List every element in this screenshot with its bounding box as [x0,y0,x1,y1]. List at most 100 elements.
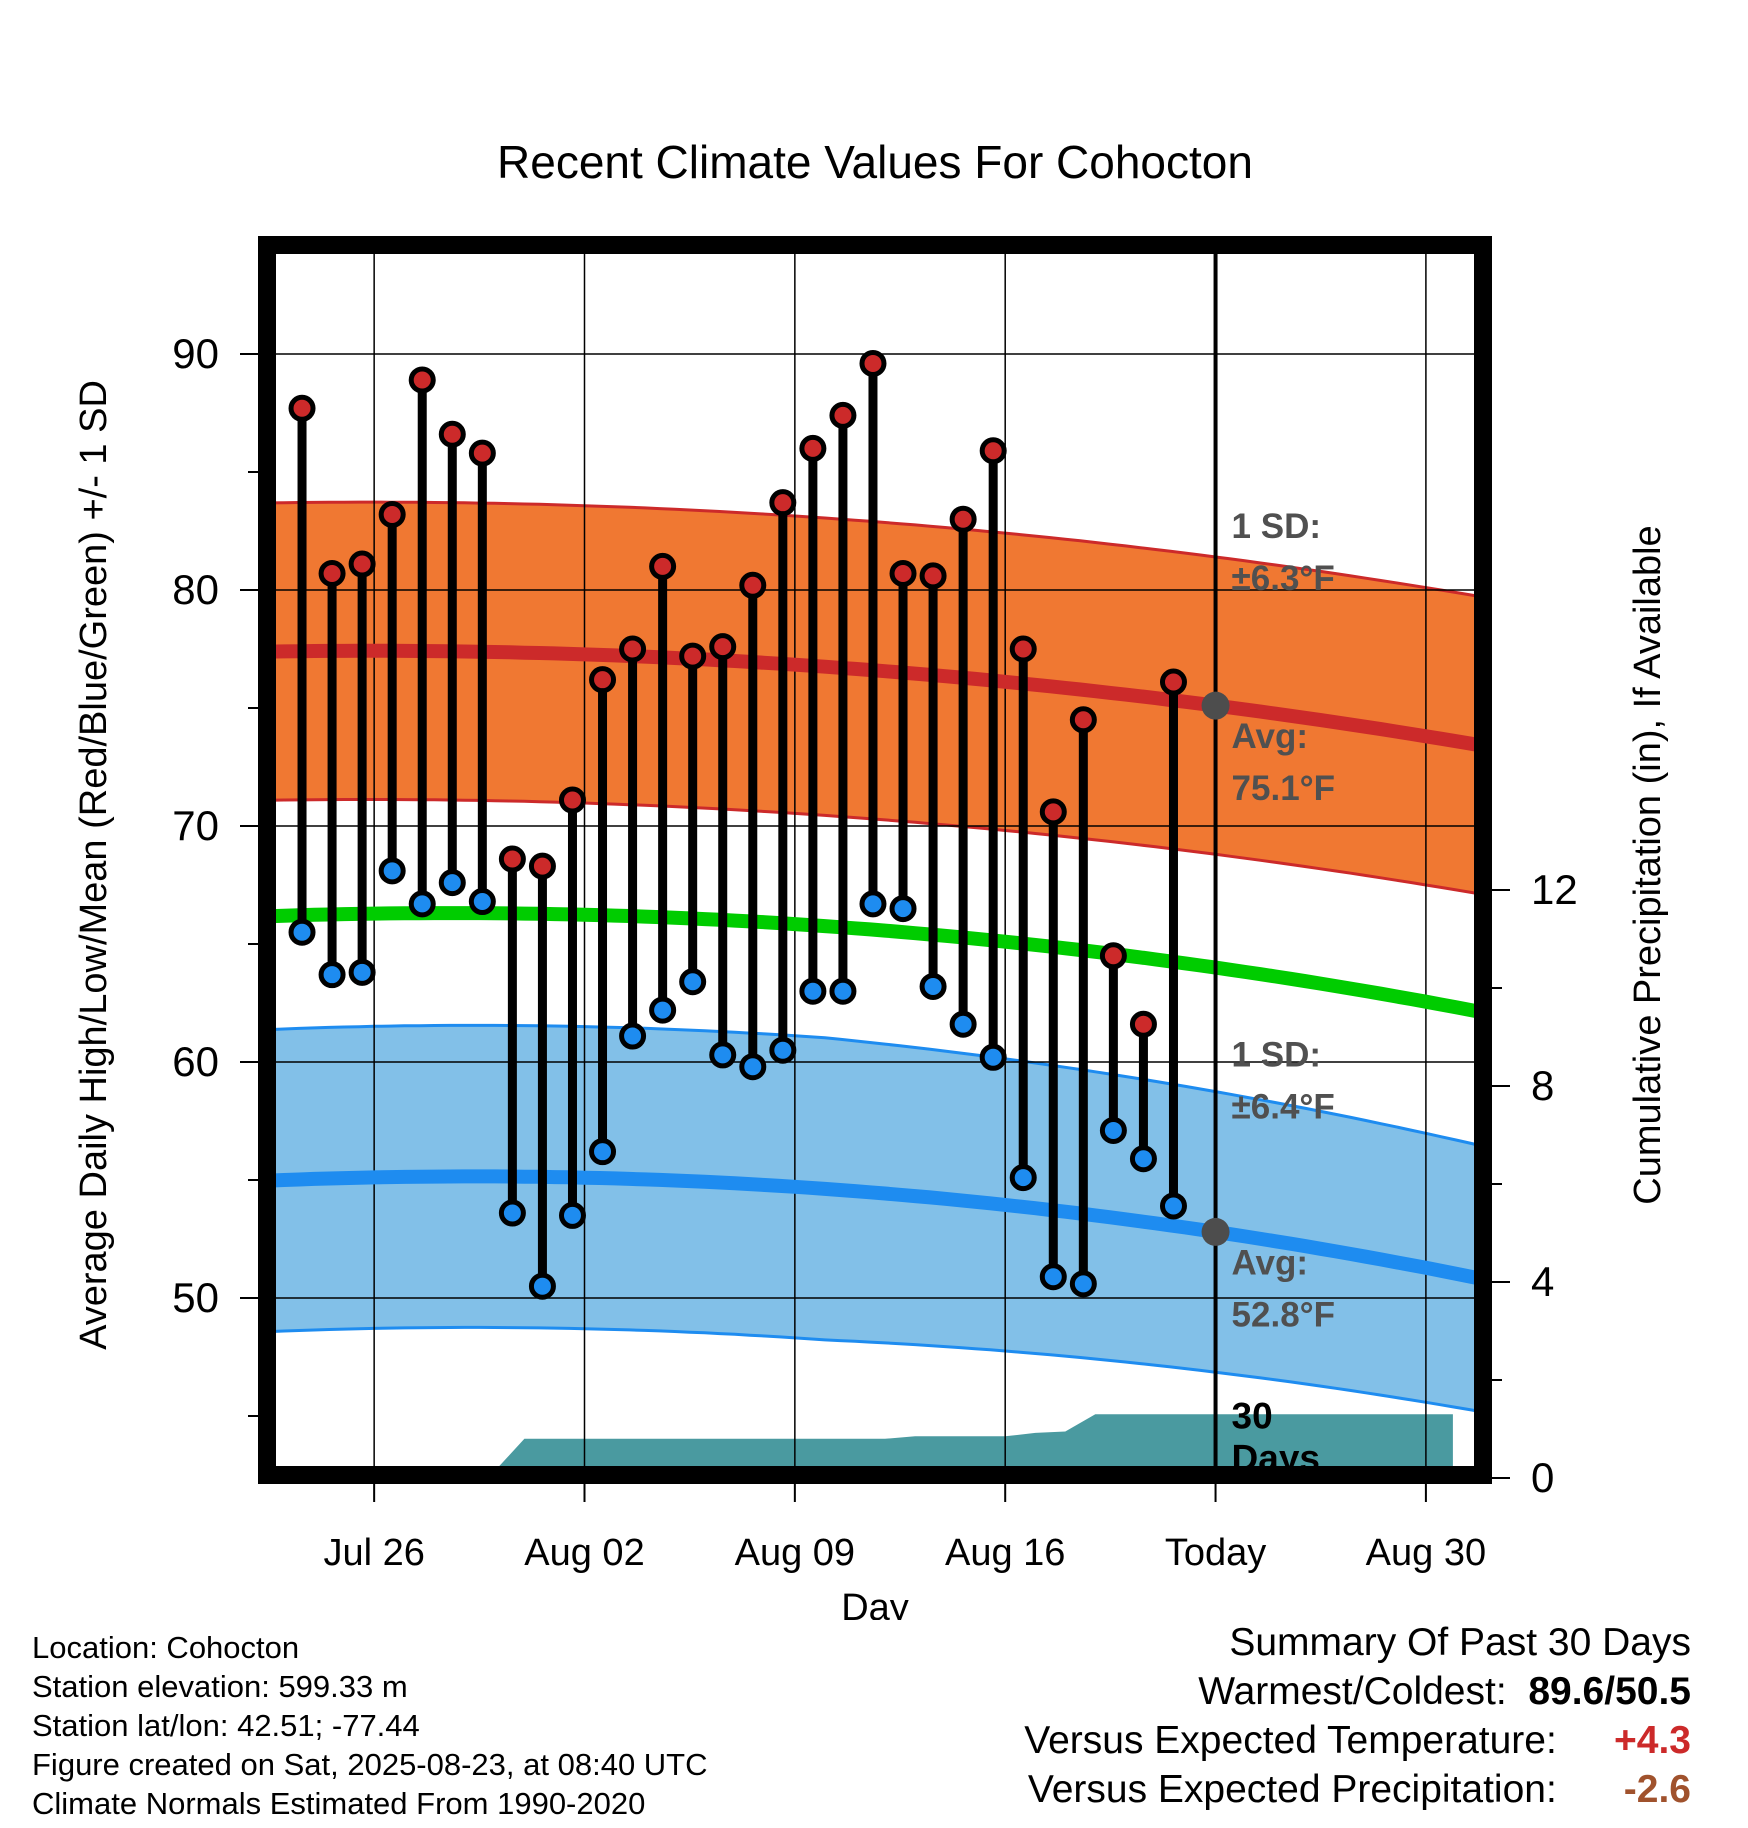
temp-label: Versus Expected Temperature: [1024,1719,1557,1762]
location-text: Location: Cohocton [32,1630,300,1665]
precip-label: Versus Expected Precipitation: [1027,1768,1557,1811]
precip-area [491,1414,1453,1475]
daily-high-point [1129,1010,1157,1038]
normals-text: Climate Normals Estimated From 1990-2020 [32,1786,646,1821]
y-tick-label: 50 [172,1274,219,1321]
daily-low-point [589,1138,617,1166]
x-tick-label: Today [1165,1532,1266,1574]
daily-high-point [318,559,346,587]
low-avg-value: 52.8°F [1232,1295,1336,1334]
daily-low-point [649,996,677,1024]
plot-area: 1 SD: ±6.3°F Avg: 75.1°F 1 SD: ±6.4°F Avg: 52.8… [172,236,1578,1574]
low-sd-value: ±6.4°F [1232,1088,1335,1127]
daily-low-point [318,961,346,989]
daily-low-point [1039,1263,1067,1291]
daily-low-point [378,857,406,885]
daily-low-point [829,977,857,1005]
low-mean-line [267,1169,1483,1287]
station-info: Location: Cohocton Station elevation: 59… [32,1628,708,1823]
daily-high-point [949,505,977,533]
daily-low-point [1099,1116,1127,1144]
x-tick-label: Jul 26 [323,1532,424,1574]
elevation-text: Station elevation: 599.33 m [32,1669,408,1704]
high-avg-value: 75.1°F [1232,769,1336,808]
daily-high-point [408,366,436,394]
daily-high-point [979,437,1007,465]
mean-line [267,906,1483,1020]
y-tick-label: 80 [172,566,219,613]
high-avg-label: Avg: [1232,717,1308,756]
daily-low-point [949,1010,977,1038]
daily-high-point [649,552,677,580]
y2-axis-title: Cumulative Precipitation (in), If Availa… [1627,525,1669,1204]
warmest-coldest-label: Warmest/Coldest: [1198,1670,1507,1713]
daily-high-point [679,642,707,670]
low-avg-label: Avg: [1232,1243,1308,1282]
y2-tick-label: 8 [1531,1062,1554,1109]
daily-low-point [889,895,917,923]
daily-high-point [829,401,857,429]
daily-high-point [889,559,917,587]
precip-value: -2.6 [1623,1768,1691,1811]
summary-temp: Versus Expected Temperature: +4.3 [1024,1716,1691,1765]
daily-high-point [859,349,887,377]
daily-low-point [468,888,496,916]
daily-low-point [1009,1164,1037,1192]
daily-high-point [739,571,767,599]
daily-high-point [1159,668,1187,696]
y-tick-label: 90 [172,330,219,377]
daily-high-point [288,394,316,422]
chart-title: Recent Climate Values For Cohocton [497,136,1253,188]
daily-low-point [799,977,827,1005]
daily-high-point [769,489,797,517]
daily-low-point [1159,1192,1187,1220]
low-sd-band [267,1025,1483,1413]
y-tick-label: 60 [172,1038,219,1085]
today-high-avg-marker [1201,691,1230,720]
daily-low-point [619,1022,647,1050]
low-sd-label: 1 SD: [1232,1036,1321,1075]
high-sd-label: 1 SD: [1232,507,1321,546]
daily-high-point [589,666,617,694]
daily-low-point [498,1199,526,1227]
y2-tick-label: 12 [1531,866,1578,913]
summary-warmest-coldest: Warmest/Coldest: 89.6/50.5 [1024,1667,1691,1716]
y-tick-label: 70 [172,802,219,849]
daily-high-point [799,434,827,462]
daily-high-point [528,852,556,880]
daily-high-point [558,786,586,814]
x-tick-label: Aug 16 [945,1532,1065,1574]
daily-high-point [378,500,406,528]
daily-low-point [1129,1145,1157,1173]
daily-low-point [528,1272,556,1300]
daily-high-point [709,633,737,661]
climate-chart: Recent Climate Values For Cohocton 1 SD:… [73,136,1669,1629]
daily-high-point [919,562,947,590]
low-sd-lower-line [267,1325,1483,1414]
high-sd-value: ±6.3°F [1232,559,1335,598]
y2-tick-label: 4 [1531,1258,1554,1305]
daily-low-point [979,1043,1007,1071]
x-tick-label: Aug 09 [735,1532,855,1574]
summary-precip: Versus Expected Precipitation: -2.6 [1024,1765,1691,1814]
temp-value: +4.3 [1614,1719,1691,1762]
daily-low-point [769,1036,797,1064]
daily-high-point [619,635,647,663]
daily-low-point [739,1053,767,1081]
x-tick-label: Aug 02 [524,1532,644,1574]
daily-high-point [498,845,526,873]
daily-low-point [558,1201,586,1229]
summary-title: Summary Of Past 30 Days [1229,1621,1691,1664]
daily-low-point [709,1041,737,1069]
daily-high-point [1039,798,1067,826]
daily-low-point [679,968,707,996]
warmest-coldest-value: 89.6/50.5 [1528,1670,1691,1713]
daily-low-point [859,890,887,918]
daily-low-point [438,869,466,897]
y-axis-title: Average Daily High/Low/Mean (Red/Blue/Gr… [73,380,115,1350]
daily-high-point [1099,942,1127,970]
plot-frame [258,236,1492,1484]
daily-low-point [919,972,947,1000]
precip-period-number: 30 [1232,1395,1273,1436]
